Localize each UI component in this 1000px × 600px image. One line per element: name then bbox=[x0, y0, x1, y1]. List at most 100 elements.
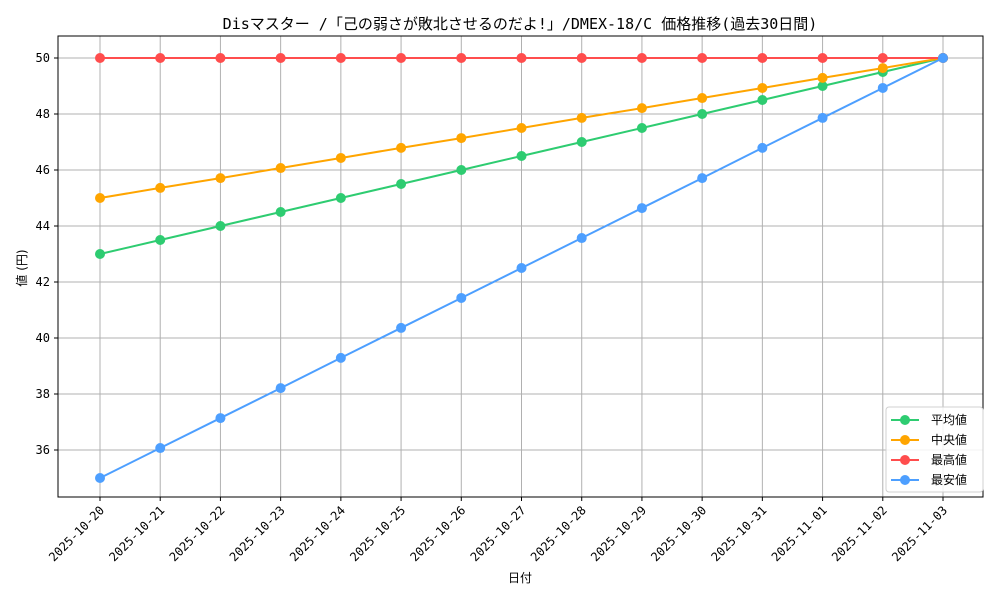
data-point bbox=[877, 82, 888, 93]
data-point bbox=[576, 137, 587, 147]
data-point bbox=[215, 413, 226, 424]
plot-frame bbox=[57, 35, 984, 498]
data-point bbox=[396, 322, 407, 333]
data-point bbox=[95, 53, 105, 63]
data-point bbox=[275, 53, 286, 63]
legend-item: 最安値 bbox=[891, 472, 967, 487]
data-point bbox=[636, 53, 647, 63]
data-point bbox=[335, 352, 346, 363]
x-tick-label: 2025-10-22 bbox=[167, 503, 228, 564]
legend-marker bbox=[900, 475, 910, 485]
data-point bbox=[697, 109, 708, 119]
y-axis-label: 値 (円) bbox=[14, 249, 29, 286]
legend-marker bbox=[900, 435, 910, 445]
data-point bbox=[516, 263, 527, 273]
x-tick-label: 2025-10-20 bbox=[46, 503, 107, 564]
y-tick-label: 48 bbox=[36, 107, 50, 121]
x-tick-label: 2025-10-21 bbox=[106, 503, 167, 564]
x-tick-label: 2025-10-29 bbox=[588, 503, 649, 564]
x-tick-label: 2025-10-30 bbox=[648, 503, 709, 564]
x-axis-label: 日付 bbox=[508, 571, 532, 585]
y-tick-label: 46 bbox=[36, 163, 50, 177]
x-axis: 2025-10-20 2025-10-21 2025-10-22 2025-10-23… bbox=[46, 497, 950, 564]
x-tick-label: 2025-10-31 bbox=[708, 503, 769, 564]
data-point bbox=[275, 207, 286, 217]
data-point bbox=[576, 233, 587, 244]
data-point bbox=[456, 165, 467, 175]
data-point bbox=[155, 53, 166, 63]
data-point bbox=[275, 383, 286, 394]
legend-item: 中央値 bbox=[891, 432, 967, 447]
data-point bbox=[576, 53, 587, 63]
x-tick-label: 2025-11-01 bbox=[769, 503, 830, 564]
x-tick-label: 2025-10-26 bbox=[407, 503, 468, 564]
data-point bbox=[396, 179, 407, 189]
legend-marker bbox=[900, 415, 910, 425]
data-point bbox=[275, 163, 286, 174]
data-point bbox=[636, 203, 647, 214]
data-point bbox=[215, 173, 226, 184]
data-point bbox=[938, 53, 948, 63]
data-point bbox=[396, 53, 407, 63]
data-point bbox=[636, 123, 647, 133]
data-point bbox=[335, 53, 346, 63]
series-line bbox=[95, 53, 948, 483]
series-line bbox=[95, 53, 948, 259]
legend-label: 最安値 bbox=[931, 472, 967, 487]
data-point bbox=[817, 53, 828, 63]
data-point bbox=[215, 221, 226, 231]
data-point bbox=[516, 53, 527, 63]
data-point bbox=[817, 81, 828, 91]
data-point bbox=[155, 443, 166, 454]
data-point bbox=[95, 193, 105, 203]
y-tick-label: 44 bbox=[36, 219, 50, 233]
data-point bbox=[335, 152, 346, 163]
data-point bbox=[456, 53, 467, 63]
data-point bbox=[757, 53, 768, 63]
data-point bbox=[396, 142, 407, 153]
data-point bbox=[697, 53, 708, 63]
x-tick-label: 2025-10-25 bbox=[347, 503, 408, 564]
y-axis: 36 38 40 42 44 46 48 50 bbox=[36, 51, 58, 457]
data-point bbox=[697, 173, 708, 184]
data-point bbox=[456, 133, 467, 144]
data-point bbox=[95, 249, 105, 259]
data-point bbox=[697, 93, 708, 104]
data-point bbox=[516, 123, 527, 133]
y-tick-label: 38 bbox=[36, 387, 50, 401]
data-point bbox=[817, 72, 828, 83]
x-tick-label: 2025-10-24 bbox=[287, 503, 348, 564]
legend-label: 中央値 bbox=[931, 432, 967, 447]
x-tick-label: 2025-10-28 bbox=[528, 503, 589, 564]
data-point bbox=[516, 151, 527, 161]
legend-label: 最高値 bbox=[931, 452, 967, 467]
y-tick-label: 36 bbox=[36, 443, 50, 457]
legend-box bbox=[885, 406, 984, 493]
data-point bbox=[757, 82, 768, 93]
y-tick-label: 50 bbox=[36, 51, 50, 65]
legend-item: 最高値 bbox=[891, 452, 967, 467]
x-tick-label: 2025-10-27 bbox=[468, 503, 529, 564]
data-point bbox=[95, 473, 105, 483]
x-tick-label: 2025-11-02 bbox=[829, 503, 890, 564]
data-point bbox=[877, 53, 888, 63]
x-tick-label: 2025-11-03 bbox=[889, 503, 950, 564]
y-tick-label: 42 bbox=[36, 275, 50, 289]
chart-title: Disマスター /「己の弱さが敗北させるのだよ!」/DMEX-18/C 価格推移… bbox=[223, 15, 818, 33]
legend-label: 平均値 bbox=[931, 412, 967, 427]
data-point bbox=[155, 182, 166, 193]
x-tick-label: 2025-10-23 bbox=[227, 503, 288, 564]
data-point bbox=[817, 112, 828, 123]
legend-item: 平均値 bbox=[891, 412, 967, 427]
data-point bbox=[636, 103, 647, 114]
legend-marker bbox=[900, 455, 910, 465]
data-point bbox=[215, 53, 226, 63]
series-group bbox=[95, 53, 948, 483]
data-point bbox=[576, 112, 587, 123]
series-line bbox=[95, 53, 948, 63]
data-point bbox=[757, 95, 768, 105]
data-point bbox=[456, 292, 467, 303]
data-point bbox=[877, 63, 888, 74]
